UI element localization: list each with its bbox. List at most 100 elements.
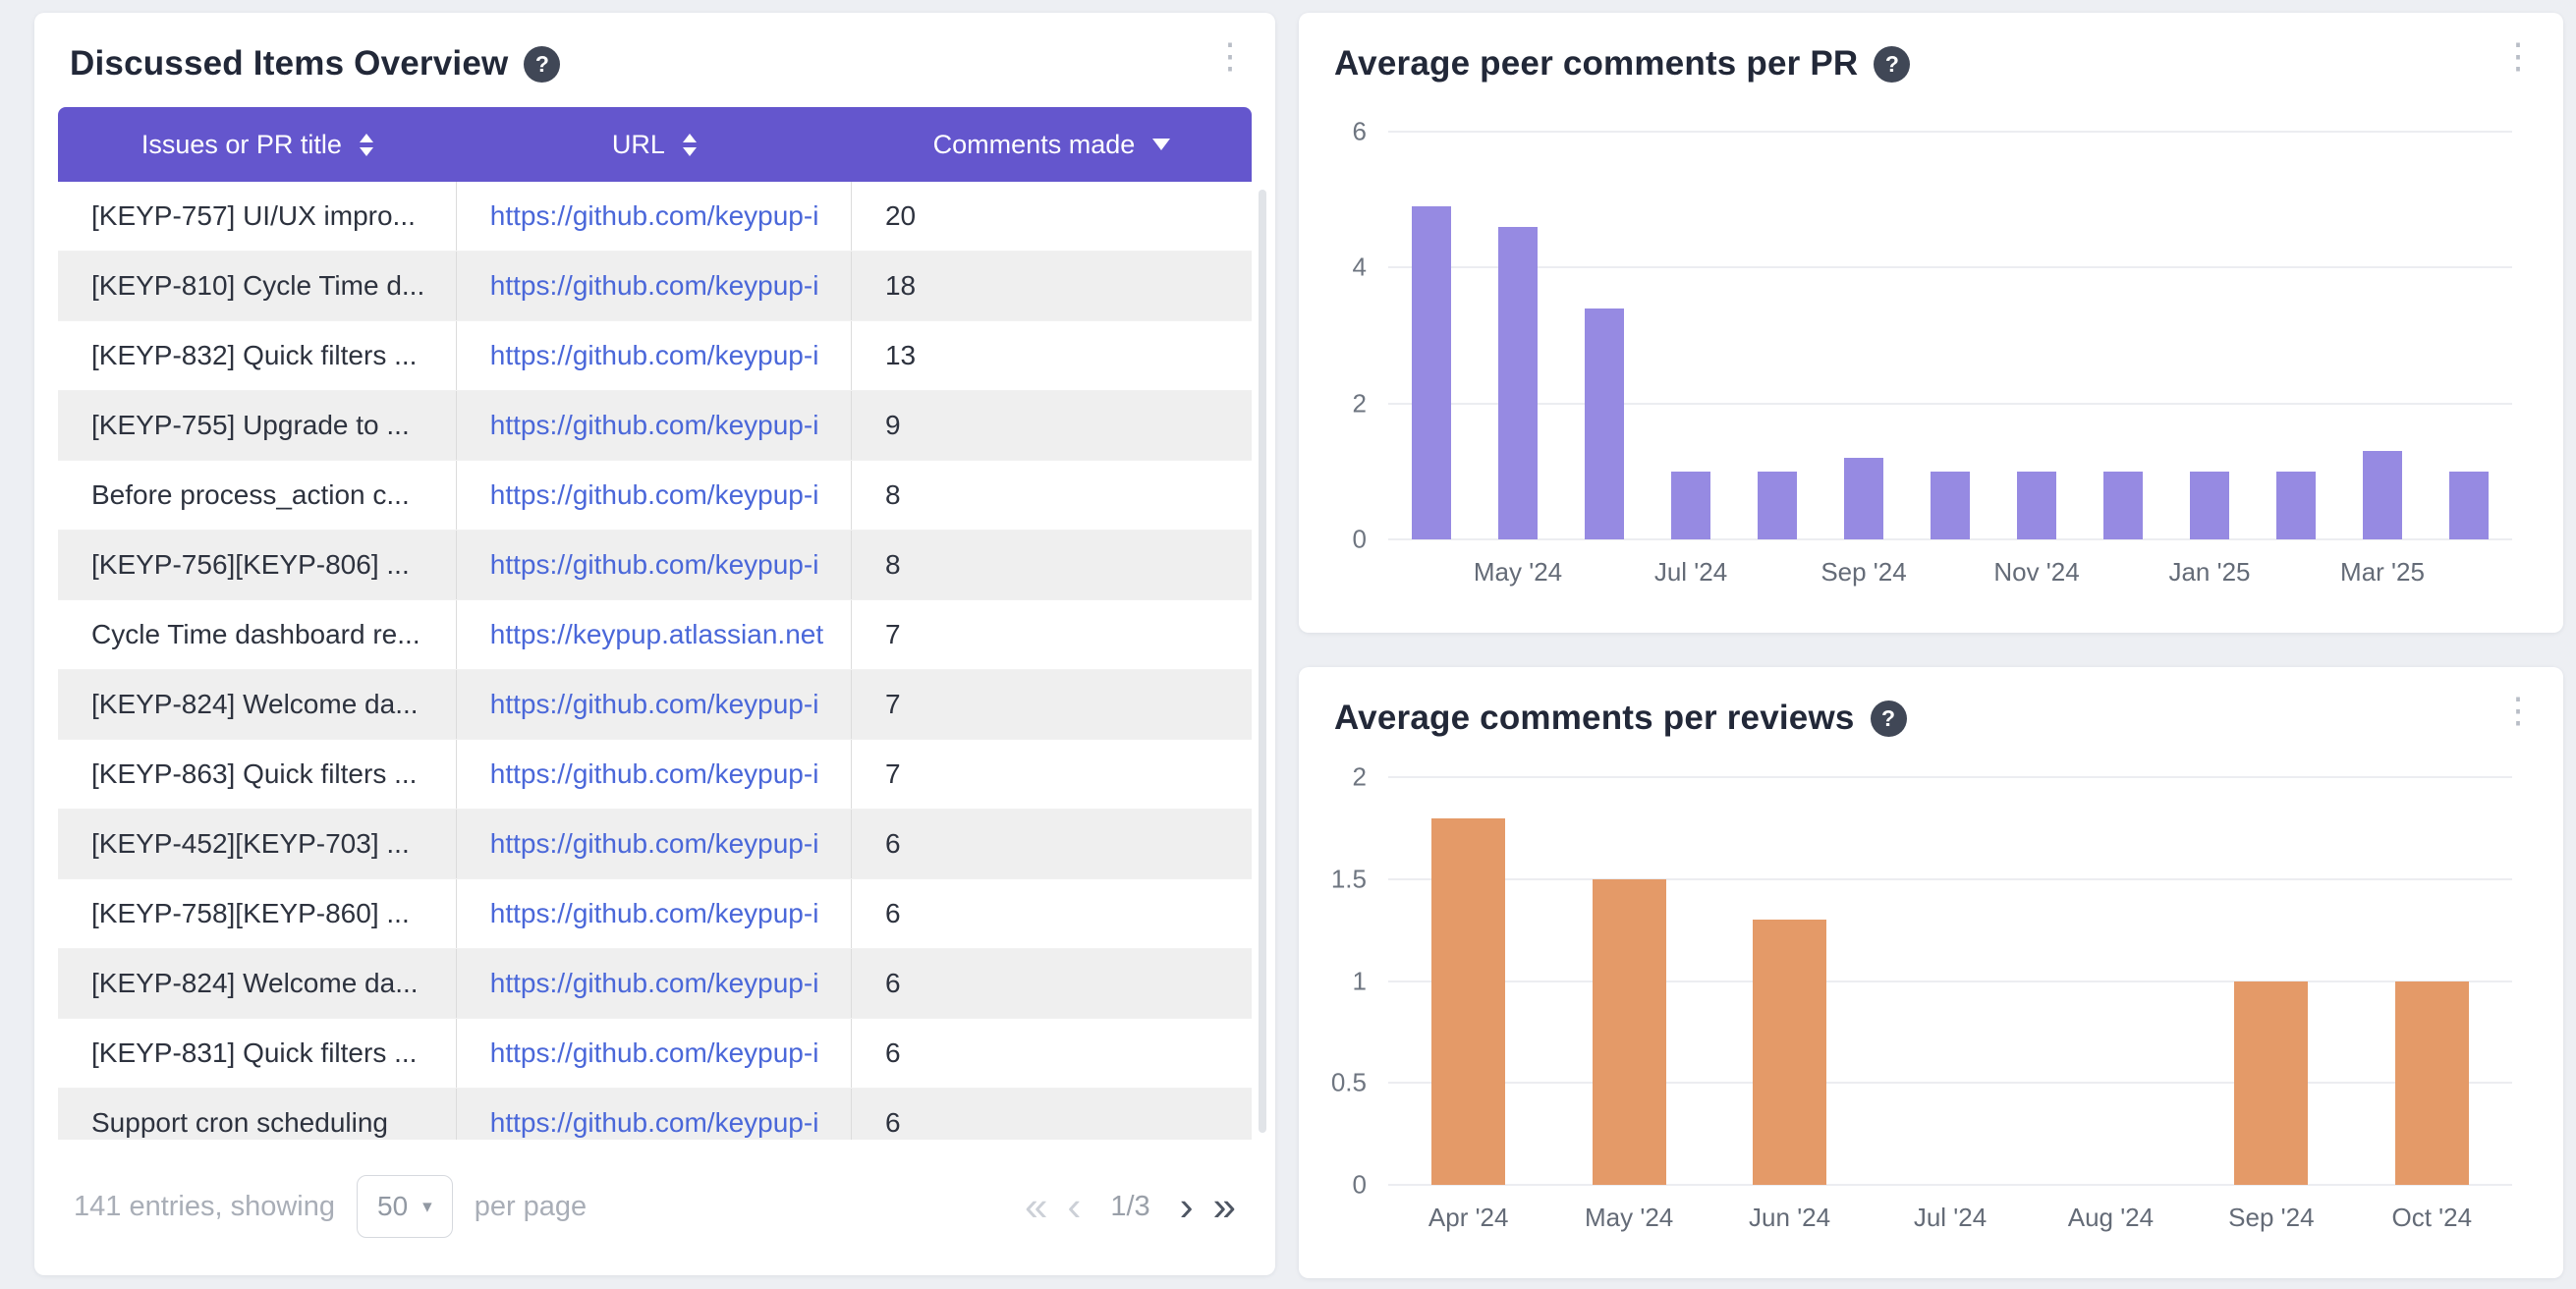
gridline — [1388, 1082, 2512, 1084]
item-url-cell: https://github.com/keypup-i — [457, 670, 852, 739]
chart-bar — [2017, 472, 2056, 539]
x-axis-tick-label: Sep '24 — [2228, 1203, 2314, 1233]
item-url-link[interactable]: https://github.com/keypup-i — [490, 479, 819, 511]
y-axis-tick-label: 2 — [1353, 762, 1367, 793]
chart-bar — [1431, 818, 1505, 1186]
y-axis-tick-label: 6 — [1353, 117, 1367, 147]
column-header-comments-made[interactable]: Comments made — [852, 107, 1252, 182]
chart-bar — [2395, 981, 2469, 1186]
gridline — [1388, 266, 2512, 268]
pagination-prev-button[interactable]: ‹ — [1067, 1186, 1081, 1227]
chart-bar — [1753, 920, 1826, 1185]
table-body: [KEYP-757] UI/UX impro... https://github.… — [58, 182, 1252, 1140]
help-icon[interactable]: ? — [1871, 701, 1907, 737]
per-page-text: per page — [475, 1191, 588, 1223]
comments-count-cell: 6 — [852, 810, 1252, 878]
gridline — [1388, 878, 2512, 880]
chart-bar — [2363, 451, 2402, 539]
table-footer: 141 entries, showing 50 ▾ per page « ‹ 1… — [34, 1140, 1275, 1238]
item-url-cell: https://github.com/keypup-i — [457, 1019, 852, 1088]
comments-count-cell: 8 — [852, 531, 1252, 599]
pagination: « ‹ 1/3 › » — [1025, 1186, 1236, 1227]
item-url-link[interactable]: https://github.com/keypup-i — [490, 828, 819, 860]
column-header-url[interactable]: URL — [457, 107, 852, 182]
chart-bar — [1412, 206, 1451, 539]
item-url-cell: https://github.com/keypup-i — [457, 321, 852, 390]
item-url-link[interactable]: https://github.com/keypup-i — [490, 968, 819, 999]
kebab-menu-icon[interactable]: ⋮ — [2500, 693, 2536, 728]
y-axis-tick-label: 1 — [1353, 966, 1367, 996]
item-url-link[interactable]: https://github.com/keypup-i — [490, 270, 819, 302]
item-url-link[interactable]: https://github.com/keypup-i — [490, 340, 819, 371]
table-row: Cycle Time dashboard re... https://keypup… — [58, 600, 1252, 670]
comments-count-cell: 13 — [852, 321, 1252, 390]
item-url-link[interactable]: https://github.com/keypup-i — [490, 549, 819, 581]
sort-both-icon — [683, 134, 697, 156]
chart-bar — [1758, 472, 1797, 539]
avg-peer-comments-card: Average peer comments per PR ? ⋮ 0246May… — [1299, 13, 2563, 633]
item-url-cell: https://github.com/keypup-i — [457, 252, 852, 320]
table-row: [KEYP-863] Quick filters ...https://gith… — [58, 740, 1252, 810]
pagination-next-button[interactable]: › — [1180, 1186, 1194, 1227]
table-row: [KEYP-756][KEYP-806] ... https://github.c… — [58, 531, 1252, 600]
item-title-cell: [KEYP-758][KEYP-860] ... — [58, 879, 457, 948]
item-url-cell: https://github.com/keypup-i — [457, 810, 852, 878]
item-url-link[interactable]: https://keypup.atlassian.net — [490, 619, 823, 650]
chart-bar — [1931, 472, 1970, 539]
card-header: Discussed Items Overview ? ⋮ — [34, 13, 1275, 107]
discussed-items-card: Discussed Items Overview ? ⋮ Issues or P… — [34, 13, 1275, 1275]
comments-count-cell: 7 — [852, 670, 1252, 739]
kebab-menu-icon[interactable]: ⋮ — [1212, 38, 1248, 74]
x-axis-tick-label: Jun '24 — [1749, 1203, 1830, 1233]
chart-bar — [1498, 227, 1538, 539]
table-row: [KEYP-824] Welcome da...https://github.c… — [58, 949, 1252, 1019]
item-url-link[interactable]: https://github.com/keypup-i — [490, 1107, 819, 1139]
item-url-cell: https://github.com/keypup-i — [457, 461, 852, 530]
item-url-cell: https://github.com/keypup-i — [457, 391, 852, 460]
discussed-items-table: Issues or PR title URL Comments made [KE… — [58, 107, 1252, 1140]
table-scrollbar[interactable] — [1259, 190, 1266, 1133]
pagination-first-button[interactable]: « — [1025, 1186, 1047, 1227]
column-label: URL — [612, 130, 665, 160]
chart-bar — [1593, 879, 1666, 1185]
item-url-link[interactable]: https://github.com/keypup-i — [490, 689, 819, 720]
kebab-menu-icon[interactable]: ⋮ — [2500, 38, 2536, 74]
column-label: Issues or PR title — [141, 130, 342, 160]
column-header-issues-title[interactable]: Issues or PR title — [58, 107, 457, 182]
item-title-cell: [KEYP-757] UI/UX impro... — [58, 182, 457, 251]
item-title-cell: [KEYP-832] Quick filters ... — [58, 321, 457, 390]
item-title-cell: Cycle Time dashboard re... — [58, 600, 457, 669]
comments-count-cell: 20 — [852, 182, 1252, 251]
table-row: [KEYP-831] Quick filters ...https://gith… — [58, 1019, 1252, 1089]
table-row: [KEYP-758][KEYP-860] ... https://github.c… — [58, 879, 1252, 949]
table-row: Before process_action c... https://github… — [58, 461, 1252, 531]
card-title: Average comments per reviews — [1334, 699, 1855, 738]
help-icon[interactable]: ? — [1874, 46, 1910, 83]
item-url-cell: https://github.com/keypup-i — [457, 531, 852, 599]
page-size-select[interactable]: 50 ▾ — [357, 1175, 453, 1238]
item-title-cell: Support cron scheduling — [58, 1089, 457, 1140]
comments-count-cell: 7 — [852, 740, 1252, 809]
item-url-link[interactable]: https://github.com/keypup-i — [490, 200, 819, 232]
page-size-value: 50 — [377, 1191, 408, 1222]
item-title-cell: [KEYP-756][KEYP-806] ... — [58, 531, 457, 599]
item-url-link[interactable]: https://github.com/keypup-i — [490, 758, 819, 790]
card-header: Average peer comments per PR ? ⋮ — [1299, 13, 2563, 107]
help-icon[interactable]: ? — [524, 46, 560, 83]
comments-count-cell: 6 — [852, 1089, 1252, 1140]
item-title-cell: [KEYP-824] Welcome da... — [58, 670, 457, 739]
chart-bar — [2276, 472, 2316, 539]
x-axis-tick-label: Jul '24 — [1654, 557, 1727, 588]
comments-per-reviews-bar-chart: 00.511.52Apr '24May '24Jun '24Jul '24Aug… — [1388, 777, 2512, 1185]
x-axis-tick-label: Nov '24 — [1993, 557, 2079, 588]
gridline — [1388, 403, 2512, 405]
pagination-summary: 141 entries, showing 50 ▾ per page — [74, 1175, 587, 1238]
table-row: [KEYP-810] Cycle Time d...https://github… — [58, 252, 1252, 321]
table-row: [KEYP-824] Welcome da... https://github.c… — [58, 670, 1252, 740]
item-url-link[interactable]: https://github.com/keypup-i — [490, 1037, 819, 1069]
item-title-cell: Before process_action c... — [58, 461, 457, 530]
item-url-link[interactable]: https://github.com/keypup-i — [490, 410, 819, 441]
item-url-link[interactable]: https://github.com/keypup-i — [490, 898, 819, 929]
avg-comments-per-reviews-card: Average comments per reviews ? ⋮ 00.511.… — [1299, 667, 2563, 1278]
pagination-last-button[interactable]: » — [1213, 1186, 1236, 1227]
